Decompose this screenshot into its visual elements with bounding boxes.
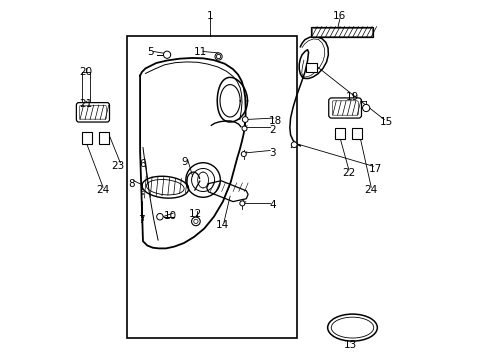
Circle shape: [291, 142, 296, 148]
Text: 5: 5: [147, 47, 154, 57]
FancyBboxPatch shape: [328, 98, 361, 118]
Circle shape: [215, 53, 222, 60]
Text: 18: 18: [269, 116, 282, 126]
Bar: [99, 132, 109, 144]
Text: 11: 11: [194, 47, 207, 57]
Circle shape: [242, 126, 246, 131]
Text: 17: 17: [368, 164, 382, 174]
Circle shape: [362, 104, 369, 112]
Circle shape: [241, 152, 246, 157]
Ellipse shape: [142, 176, 188, 198]
Text: 24: 24: [364, 185, 377, 195]
FancyBboxPatch shape: [76, 103, 109, 122]
Bar: [311, 28, 371, 36]
Text: 19: 19: [345, 92, 358, 102]
Bar: [127, 36, 296, 338]
Text: 9: 9: [182, 157, 188, 167]
Text: 20: 20: [80, 67, 92, 77]
Text: 2: 2: [269, 125, 275, 135]
Ellipse shape: [327, 314, 377, 341]
Text: 12: 12: [189, 209, 202, 219]
Text: 4: 4: [269, 200, 275, 210]
Text: 23: 23: [111, 161, 124, 171]
Text: 7: 7: [138, 215, 145, 225]
Text: 21: 21: [80, 99, 93, 109]
Text: 24: 24: [96, 185, 109, 195]
Bar: [310, 27, 372, 37]
Bar: [335, 128, 345, 139]
Bar: [81, 132, 92, 144]
Bar: [306, 63, 317, 72]
Text: 1: 1: [206, 11, 213, 21]
Circle shape: [242, 117, 247, 122]
Text: 6: 6: [140, 159, 146, 169]
Text: 15: 15: [379, 117, 392, 127]
Circle shape: [239, 201, 244, 206]
Circle shape: [156, 213, 163, 220]
Text: 3: 3: [269, 148, 275, 158]
Text: 8: 8: [127, 179, 134, 189]
Text: 16: 16: [333, 11, 346, 21]
Text: 14: 14: [216, 220, 229, 230]
Bar: [351, 128, 361, 139]
Text: 22: 22: [342, 168, 355, 178]
Text: 10: 10: [164, 211, 177, 221]
Circle shape: [163, 51, 170, 58]
Text: 13: 13: [344, 340, 357, 350]
